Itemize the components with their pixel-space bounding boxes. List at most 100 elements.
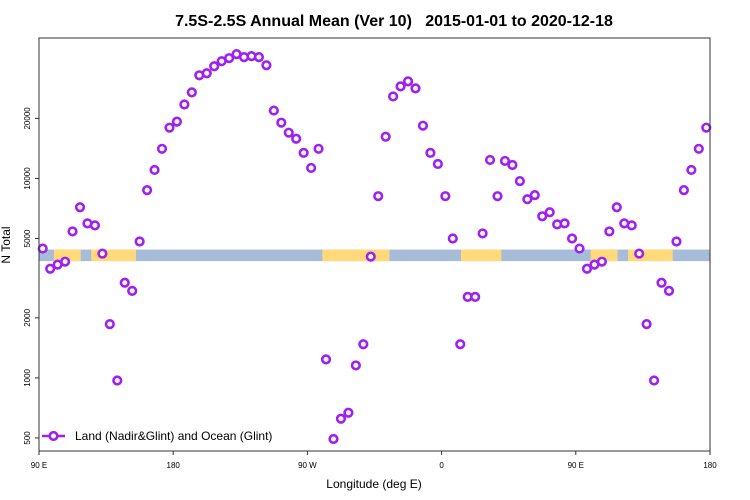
legend-marker xyxy=(48,430,59,442)
land-segment xyxy=(91,249,136,262)
data-point xyxy=(127,285,138,296)
data-point xyxy=(112,375,123,386)
data-point xyxy=(410,83,421,94)
data-point xyxy=(544,207,555,218)
data-point xyxy=(142,185,153,196)
data-point xyxy=(634,248,645,259)
data-point xyxy=(425,147,436,158)
land-segment xyxy=(460,249,502,262)
data-point xyxy=(596,256,607,267)
data-point xyxy=(291,133,302,144)
y-tick-label: 2000 xyxy=(23,308,32,326)
x-axis: 90 E 180 90 W 0 90 E 180 xyxy=(31,451,717,470)
x-axis-label: Longitude (deg E) xyxy=(326,477,421,491)
y-tick-label: 1000 xyxy=(23,368,32,386)
data-point xyxy=(537,211,548,222)
data-point xyxy=(581,263,593,274)
data-point xyxy=(343,407,354,418)
data-point xyxy=(74,202,86,213)
data-point xyxy=(559,218,570,229)
data-point xyxy=(514,175,525,187)
y-tick-label: 20000 xyxy=(23,107,32,130)
data-point xyxy=(484,154,496,166)
data-point xyxy=(395,81,406,92)
data-point xyxy=(388,91,399,102)
data-point xyxy=(45,263,56,274)
data-point xyxy=(440,191,451,202)
data-point xyxy=(656,277,667,288)
data-point xyxy=(253,52,265,63)
data-point xyxy=(365,251,376,262)
data-point xyxy=(402,76,414,87)
data-point xyxy=(298,147,309,158)
land-segment xyxy=(53,249,81,262)
data-point xyxy=(149,164,160,176)
data-point xyxy=(59,256,71,267)
x-tick-label: 0 xyxy=(439,461,444,470)
x-tick-label: 90 W xyxy=(298,461,317,470)
data-point xyxy=(224,53,235,64)
data-point xyxy=(89,220,101,231)
x-tick-label: 180 xyxy=(703,461,717,470)
x-tick-label: 180 xyxy=(167,461,181,470)
data-point xyxy=(686,164,697,176)
data-point xyxy=(201,68,212,79)
data-point xyxy=(455,339,466,350)
data-point xyxy=(678,185,690,196)
data-point xyxy=(358,339,369,350)
plot-frame xyxy=(38,37,711,452)
data-point xyxy=(626,220,637,231)
data-point xyxy=(671,236,682,247)
data-point xyxy=(417,120,429,131)
data-point xyxy=(574,243,585,254)
data-point xyxy=(611,202,622,213)
y-axis: 500 1000 2000 5000 10000 20000 xyxy=(23,107,39,445)
data-point xyxy=(373,191,384,202)
y-tick-label: 10000 xyxy=(23,167,32,190)
data-point xyxy=(171,116,183,127)
data-point xyxy=(156,143,168,154)
y-axis-label: N Total xyxy=(0,226,13,263)
data-point xyxy=(701,122,712,133)
data-point xyxy=(470,291,481,302)
data-point xyxy=(186,87,197,98)
data-points xyxy=(37,49,712,445)
land-segment xyxy=(322,249,390,262)
data-point xyxy=(335,413,347,424)
data-point xyxy=(499,155,511,167)
x-tick-label: 90 E xyxy=(31,461,47,470)
y-tick-label: 5000 xyxy=(23,229,32,247)
data-point xyxy=(350,360,361,371)
data-point xyxy=(104,319,115,330)
land-segment xyxy=(627,249,673,262)
data-point xyxy=(119,277,130,288)
data-point xyxy=(306,162,317,174)
data-point xyxy=(313,143,324,154)
data-point xyxy=(276,117,287,128)
data-point xyxy=(164,122,175,133)
data-point xyxy=(529,190,540,201)
data-point xyxy=(67,226,78,237)
data-point xyxy=(447,233,458,244)
data-point xyxy=(507,159,518,171)
data-point xyxy=(432,158,443,170)
data-point xyxy=(97,248,108,259)
data-point xyxy=(268,105,279,116)
data-point xyxy=(37,243,48,254)
data-point xyxy=(648,375,660,386)
x-tick-label: 90 E xyxy=(568,461,584,470)
y-tick-label: 500 xyxy=(23,431,32,445)
data-point xyxy=(566,233,578,244)
data-point xyxy=(522,194,533,205)
data-point xyxy=(320,354,332,365)
legend: Land (Nadir&Glint) and Ocean (Glint) xyxy=(42,429,272,443)
data-point xyxy=(641,319,652,330)
data-point xyxy=(693,143,704,154)
legend-label: Land (Nadir&Glint) and Ocean (Glint) xyxy=(75,429,272,443)
data-point xyxy=(380,131,391,142)
data-point xyxy=(492,191,503,202)
data-point xyxy=(261,60,272,71)
data-point xyxy=(477,228,488,239)
chart-title: 7.5S-2.5S Annual Mean (Ver 10) 2015-01-0… xyxy=(175,13,613,30)
